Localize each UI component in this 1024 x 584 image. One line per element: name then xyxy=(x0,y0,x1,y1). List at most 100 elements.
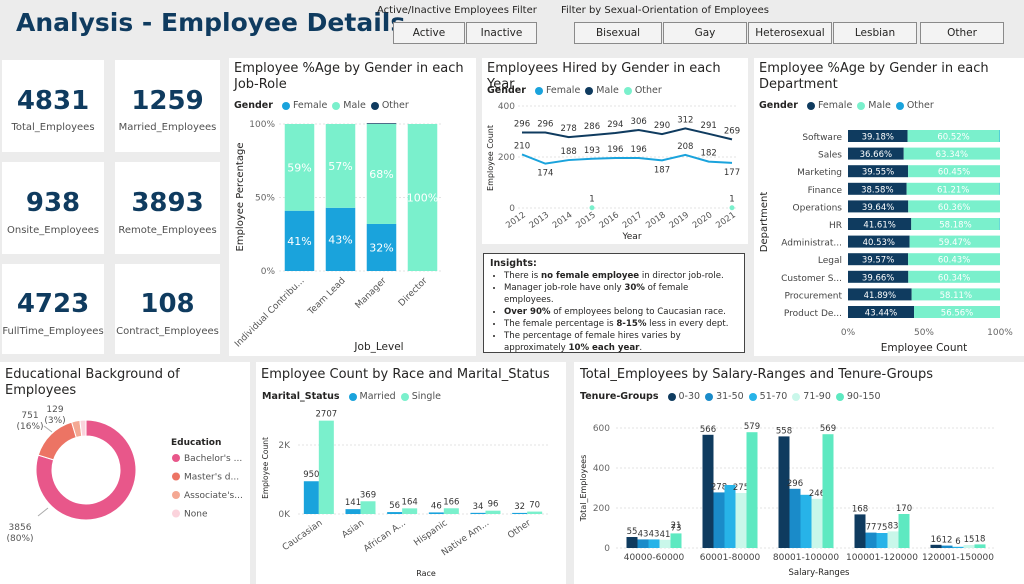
bar-male[interactable] xyxy=(903,147,1000,160)
bar-married[interactable] xyxy=(428,512,444,514)
bar-married[interactable] xyxy=(512,512,528,514)
filter-gay-button[interactable]: Gay xyxy=(663,22,747,44)
bar-male[interactable] xyxy=(908,253,1000,266)
bar-married[interactable] xyxy=(470,512,486,514)
point-other[interactable] xyxy=(729,205,735,211)
bar-male[interactable] xyxy=(911,218,1000,230)
filter-inactive-button[interactable]: Inactive xyxy=(466,22,537,44)
bar-male[interactable] xyxy=(906,182,1000,195)
bar-female[interactable] xyxy=(848,235,910,248)
bar-other[interactable] xyxy=(366,123,397,124)
legend-tenure-71-90[interactable]: 71-90 xyxy=(803,391,831,402)
dept-chart[interactable]: 0% 50% 100% Software 39.18% 60.52% Sales 36.66%… xyxy=(754,112,1024,356)
bar-female[interactable] xyxy=(848,270,909,283)
bar-tenure-0-30[interactable] xyxy=(778,436,790,548)
bar-married[interactable] xyxy=(345,509,361,514)
bar-tenure-51-70[interactable] xyxy=(800,494,812,548)
filter-heterosexual-button[interactable]: Heterosexual xyxy=(748,22,832,44)
bar-tenure-90-150[interactable] xyxy=(974,544,986,548)
bar-tenure-90-150[interactable] xyxy=(822,434,834,548)
bar-male[interactable] xyxy=(908,165,1000,178)
bar-tenure-90-150[interactable] xyxy=(670,533,682,548)
bar-female[interactable] xyxy=(848,253,909,266)
bar-tenure-0-30[interactable] xyxy=(626,537,638,548)
line-male[interactable] xyxy=(522,127,733,141)
legend-dot[interactable] xyxy=(172,491,180,499)
slice[interactable] xyxy=(35,419,137,521)
bar-single[interactable] xyxy=(360,501,376,514)
bar-female[interactable] xyxy=(848,200,909,213)
bar-female[interactable] xyxy=(848,306,915,318)
bar-male[interactable] xyxy=(914,306,1000,318)
filter-active-button[interactable]: Active xyxy=(393,22,465,44)
bar-single[interactable] xyxy=(318,420,334,514)
legend-other[interactable]: Other xyxy=(381,100,409,111)
bar-tenure-0-30[interactable] xyxy=(702,434,714,548)
bar-tenure-71-90[interactable] xyxy=(659,539,671,548)
education-chart[interactable]: 3856(80%) 751(16%)129(3%) Education Bachelo… xyxy=(0,384,250,584)
legend-married[interactable]: Married xyxy=(359,391,396,402)
bar-female[interactable] xyxy=(284,210,315,271)
bar-tenure-31-50[interactable] xyxy=(865,532,877,548)
bar-tenure-90-150[interactable] xyxy=(746,432,758,548)
bar-tenure-31-50[interactable] xyxy=(789,488,801,548)
bar-tenure-71-90[interactable] xyxy=(963,545,975,548)
bar-single[interactable] xyxy=(402,508,418,514)
slice[interactable] xyxy=(37,421,77,461)
bar-female[interactable] xyxy=(848,218,912,230)
bar-male[interactable] xyxy=(907,130,1000,142)
legend-other[interactable]: Other xyxy=(634,85,662,96)
bar-female[interactable] xyxy=(848,288,912,301)
point-other[interactable] xyxy=(589,205,595,211)
bar-male[interactable] xyxy=(284,124,315,211)
bar-female[interactable] xyxy=(325,207,356,271)
bar-tenure-51-70[interactable] xyxy=(952,546,964,548)
legend-tenure-90-150[interactable]: 90-150 xyxy=(846,391,881,402)
filter-bisexual-button[interactable]: Bisexual xyxy=(574,22,662,44)
filter-other-button[interactable]: Other xyxy=(920,22,1004,44)
bar-female[interactable] xyxy=(848,165,909,178)
bar-single[interactable] xyxy=(443,508,459,514)
bar-married[interactable] xyxy=(303,481,319,514)
bar-tenure-31-50[interactable] xyxy=(637,539,649,548)
line-female[interactable] xyxy=(521,153,733,165)
legend-dot[interactable] xyxy=(172,472,180,481)
legend-male[interactable]: Male xyxy=(596,85,619,96)
bar-male[interactable] xyxy=(366,124,397,224)
slice[interactable] xyxy=(79,419,87,437)
bar-female[interactable] xyxy=(848,147,904,160)
legend-dot[interactable] xyxy=(172,454,180,462)
bar-male[interactable] xyxy=(909,235,1000,248)
bar-tenure-51-70[interactable] xyxy=(648,539,660,548)
legend-tenure-31-50[interactable]: 31-50 xyxy=(716,391,744,402)
legend-other[interactable]: Other xyxy=(906,100,934,111)
legend-female[interactable]: Female xyxy=(545,85,581,96)
legend-female[interactable]: Female xyxy=(817,100,853,111)
bar-tenure-51-70[interactable] xyxy=(724,485,736,548)
bar-male[interactable] xyxy=(908,270,1000,283)
legend-male[interactable]: Male xyxy=(343,100,366,111)
legend-single[interactable]: Single xyxy=(411,391,441,402)
bar-tenure-0-30[interactable] xyxy=(930,544,942,548)
legend-male[interactable]: Male xyxy=(868,100,891,111)
bar-tenure-71-90[interactable] xyxy=(735,493,747,548)
bar-female[interactable] xyxy=(366,223,397,271)
filter-lesbian-button[interactable]: Lesbian xyxy=(833,22,917,44)
legend-tenure-0-30[interactable]: 0-30 xyxy=(678,391,701,402)
bar-tenure-31-50[interactable] xyxy=(941,545,953,548)
bar-tenure-31-50[interactable] xyxy=(713,492,725,548)
jobrole-chart[interactable]: 0% 50% 100% 41% 59% Individual Contribu... 43%… xyxy=(229,112,476,356)
bar-tenure-71-90[interactable] xyxy=(811,498,823,548)
bar-female[interactable] xyxy=(848,182,907,195)
legend-female[interactable]: Female xyxy=(292,100,328,111)
bar-single[interactable] xyxy=(527,511,543,514)
legend-tenure-51-70[interactable]: 51-70 xyxy=(759,391,788,402)
bar-tenure-71-90[interactable] xyxy=(887,531,899,548)
legend-dot[interactable] xyxy=(172,509,180,518)
bar-married[interactable] xyxy=(387,512,403,514)
bar-male[interactable] xyxy=(407,124,438,271)
bar-tenure-51-70[interactable] xyxy=(876,533,888,548)
